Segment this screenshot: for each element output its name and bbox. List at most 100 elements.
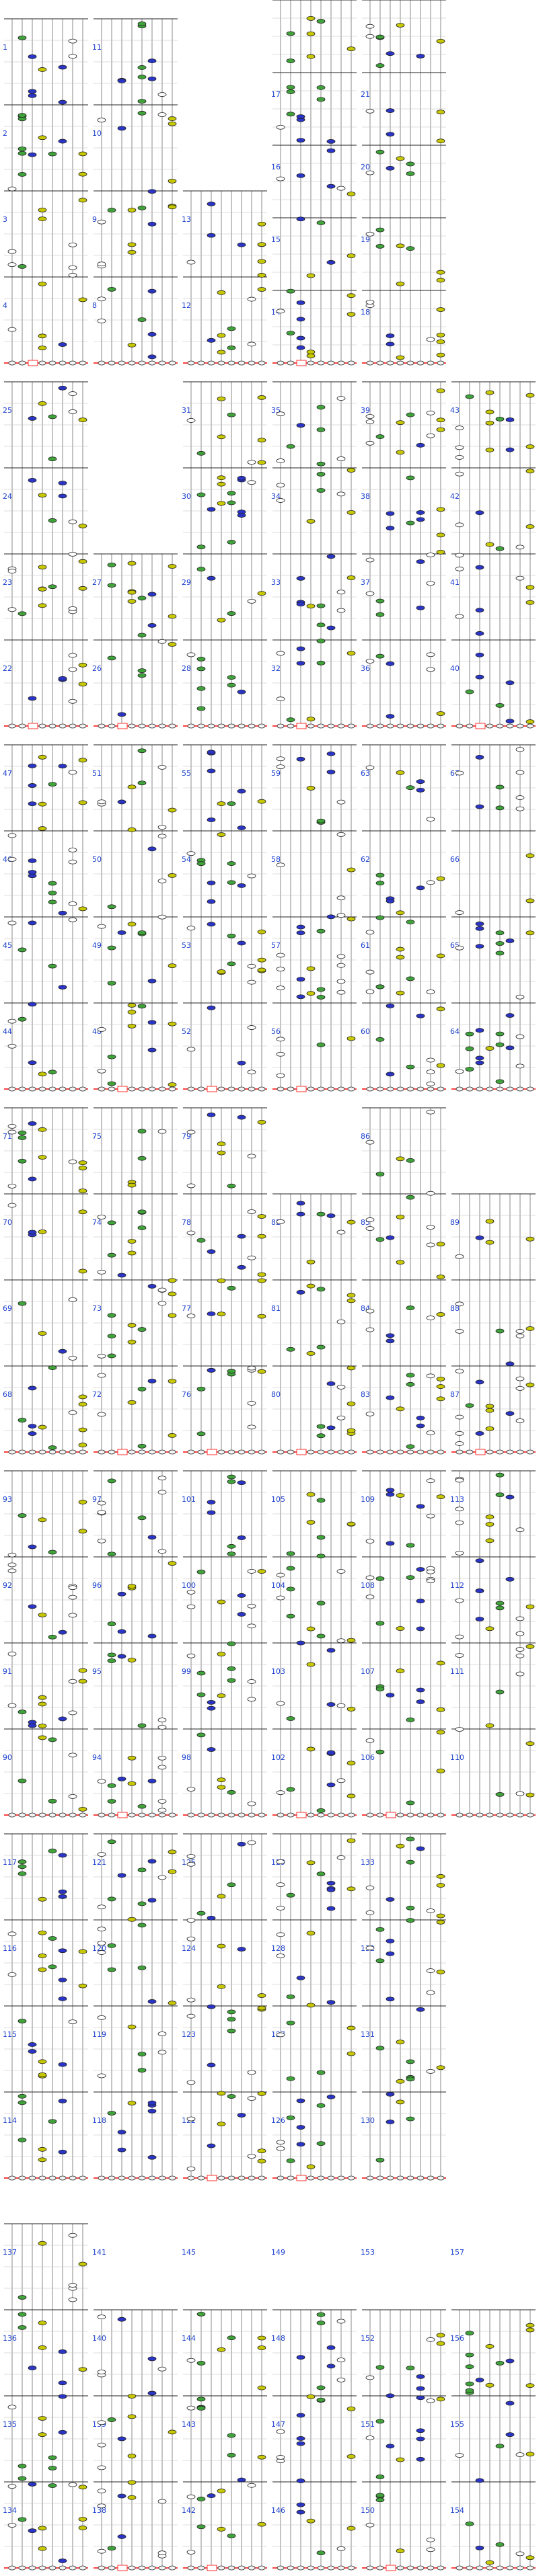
note — [296, 2142, 305, 2147]
note — [475, 1588, 484, 1593]
note — [386, 1951, 395, 1956]
measure-label: 89 — [450, 1218, 460, 1227]
note — [375, 873, 385, 878]
note — [257, 259, 266, 264]
note — [436, 352, 445, 358]
note — [455, 522, 464, 528]
receptor — [396, 1812, 404, 1818]
receptor — [38, 2175, 46, 2181]
note — [257, 1993, 266, 1998]
measure-label: 19 — [361, 235, 370, 244]
receptor — [455, 1449, 464, 1455]
note — [137, 1129, 147, 1134]
note — [48, 1737, 57, 1742]
note — [386, 1897, 395, 1902]
note — [416, 779, 425, 784]
measure-label: 8 — [92, 301, 97, 310]
receptor — [98, 1812, 106, 1818]
measure-label: 128 — [271, 1944, 285, 1953]
note — [48, 2466, 57, 2470]
receptor — [187, 2175, 195, 2181]
receptor — [138, 1086, 146, 1092]
note — [7, 1703, 17, 1708]
receptor — [168, 2175, 176, 2181]
note — [416, 517, 425, 522]
note — [97, 1510, 106, 1515]
note — [107, 1621, 116, 1627]
receptor — [476, 2565, 484, 2571]
measure-label: 69 — [3, 1304, 12, 1313]
receptor — [427, 1086, 435, 1092]
note — [426, 1990, 435, 1995]
note — [78, 1668, 87, 1673]
note — [296, 138, 305, 143]
measure-label: 95 — [92, 1667, 102, 1676]
note — [28, 801, 37, 807]
note — [375, 149, 385, 155]
note — [168, 2001, 177, 2006]
note — [455, 1598, 464, 1603]
note — [48, 1365, 57, 1370]
note — [107, 1658, 116, 1663]
note — [147, 1378, 157, 1383]
note — [28, 783, 37, 788]
note — [505, 1576, 515, 1582]
note — [475, 921, 484, 926]
note — [485, 1046, 495, 1051]
note — [68, 917, 77, 922]
note — [186, 2358, 196, 2363]
note — [17, 2093, 27, 2099]
measure-label: 121 — [92, 1858, 106, 1867]
note — [326, 751, 336, 756]
note — [525, 2555, 535, 2561]
note — [406, 1158, 415, 1163]
receptor — [227, 2565, 235, 2571]
receptor — [227, 1086, 235, 1092]
note — [217, 1693, 226, 1698]
note — [168, 1313, 177, 1318]
note — [137, 1923, 147, 1928]
note — [365, 1217, 375, 1222]
note — [107, 1943, 116, 1948]
measure-label: 124 — [182, 1944, 196, 1953]
note — [207, 233, 216, 238]
note — [186, 1590, 196, 1595]
note — [475, 652, 484, 657]
measure-label: 25 — [3, 406, 12, 415]
receptor — [79, 360, 87, 366]
note — [28, 2482, 37, 2487]
measure-label: 156 — [450, 2334, 464, 2343]
receptor — [28, 2175, 36, 2181]
measure-label: 66 — [450, 855, 460, 864]
note — [58, 764, 67, 769]
note — [117, 1873, 126, 1878]
note — [117, 2147, 126, 2152]
receptor — [48, 1812, 57, 1818]
note — [306, 2518, 316, 2524]
note — [276, 1859, 285, 1864]
note — [436, 2341, 445, 2346]
note — [326, 1648, 336, 1653]
measure-label: 154 — [450, 2506, 464, 2515]
note — [186, 1787, 196, 1792]
note — [186, 2494, 196, 2499]
note — [465, 1067, 474, 1072]
note — [257, 2522, 266, 2527]
note — [78, 417, 87, 422]
note — [326, 2094, 336, 2099]
note — [406, 1905, 415, 1910]
note — [147, 2390, 157, 2396]
receptor — [128, 1812, 136, 1818]
measure-label: 38 — [361, 492, 370, 501]
note — [186, 2405, 196, 2411]
note — [97, 799, 106, 805]
note — [68, 1355, 77, 1361]
note — [196, 1910, 206, 1916]
note — [38, 1424, 47, 1430]
note — [436, 1396, 445, 1402]
note — [217, 1150, 226, 1156]
note — [107, 1652, 116, 1658]
